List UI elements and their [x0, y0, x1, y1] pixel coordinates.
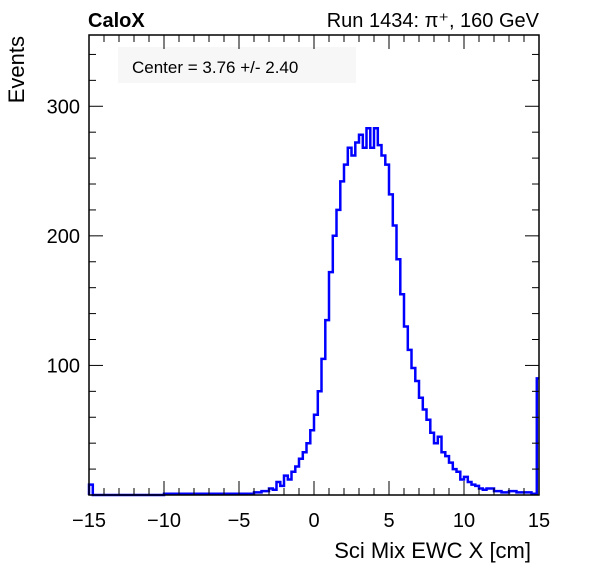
stats-text: Center = 3.76 +/- 2.40 [132, 58, 298, 77]
y-tick-label: 300 [47, 96, 80, 118]
experiment-label: CaloX [88, 10, 145, 32]
y-axis-label: Events [4, 36, 29, 103]
x-tick-label: 5 [383, 510, 394, 532]
x-axis-label: Sci Mix EWC X [cm] [334, 538, 531, 563]
x-tick-label: 10 [453, 510, 475, 532]
histogram-line-0 [87, 127, 539, 497]
data-layer [87, 127, 539, 497]
y-tick-label: 200 [47, 226, 80, 248]
stats-box [118, 47, 356, 83]
x-tick-label: 0 [308, 510, 319, 532]
y-tick-label: 100 [47, 355, 80, 377]
x-tick-label: −15 [72, 510, 106, 532]
x-tick-label: −5 [228, 510, 251, 532]
x-tick-label: −10 [147, 510, 181, 532]
x-tick-label: 15 [528, 510, 550, 532]
tick-layer: −15 −10 −5 0 5 10 15 100 200 300 [47, 35, 550, 532]
run-info-label: Run 1434: π⁺, 160 GeV [327, 10, 540, 32]
